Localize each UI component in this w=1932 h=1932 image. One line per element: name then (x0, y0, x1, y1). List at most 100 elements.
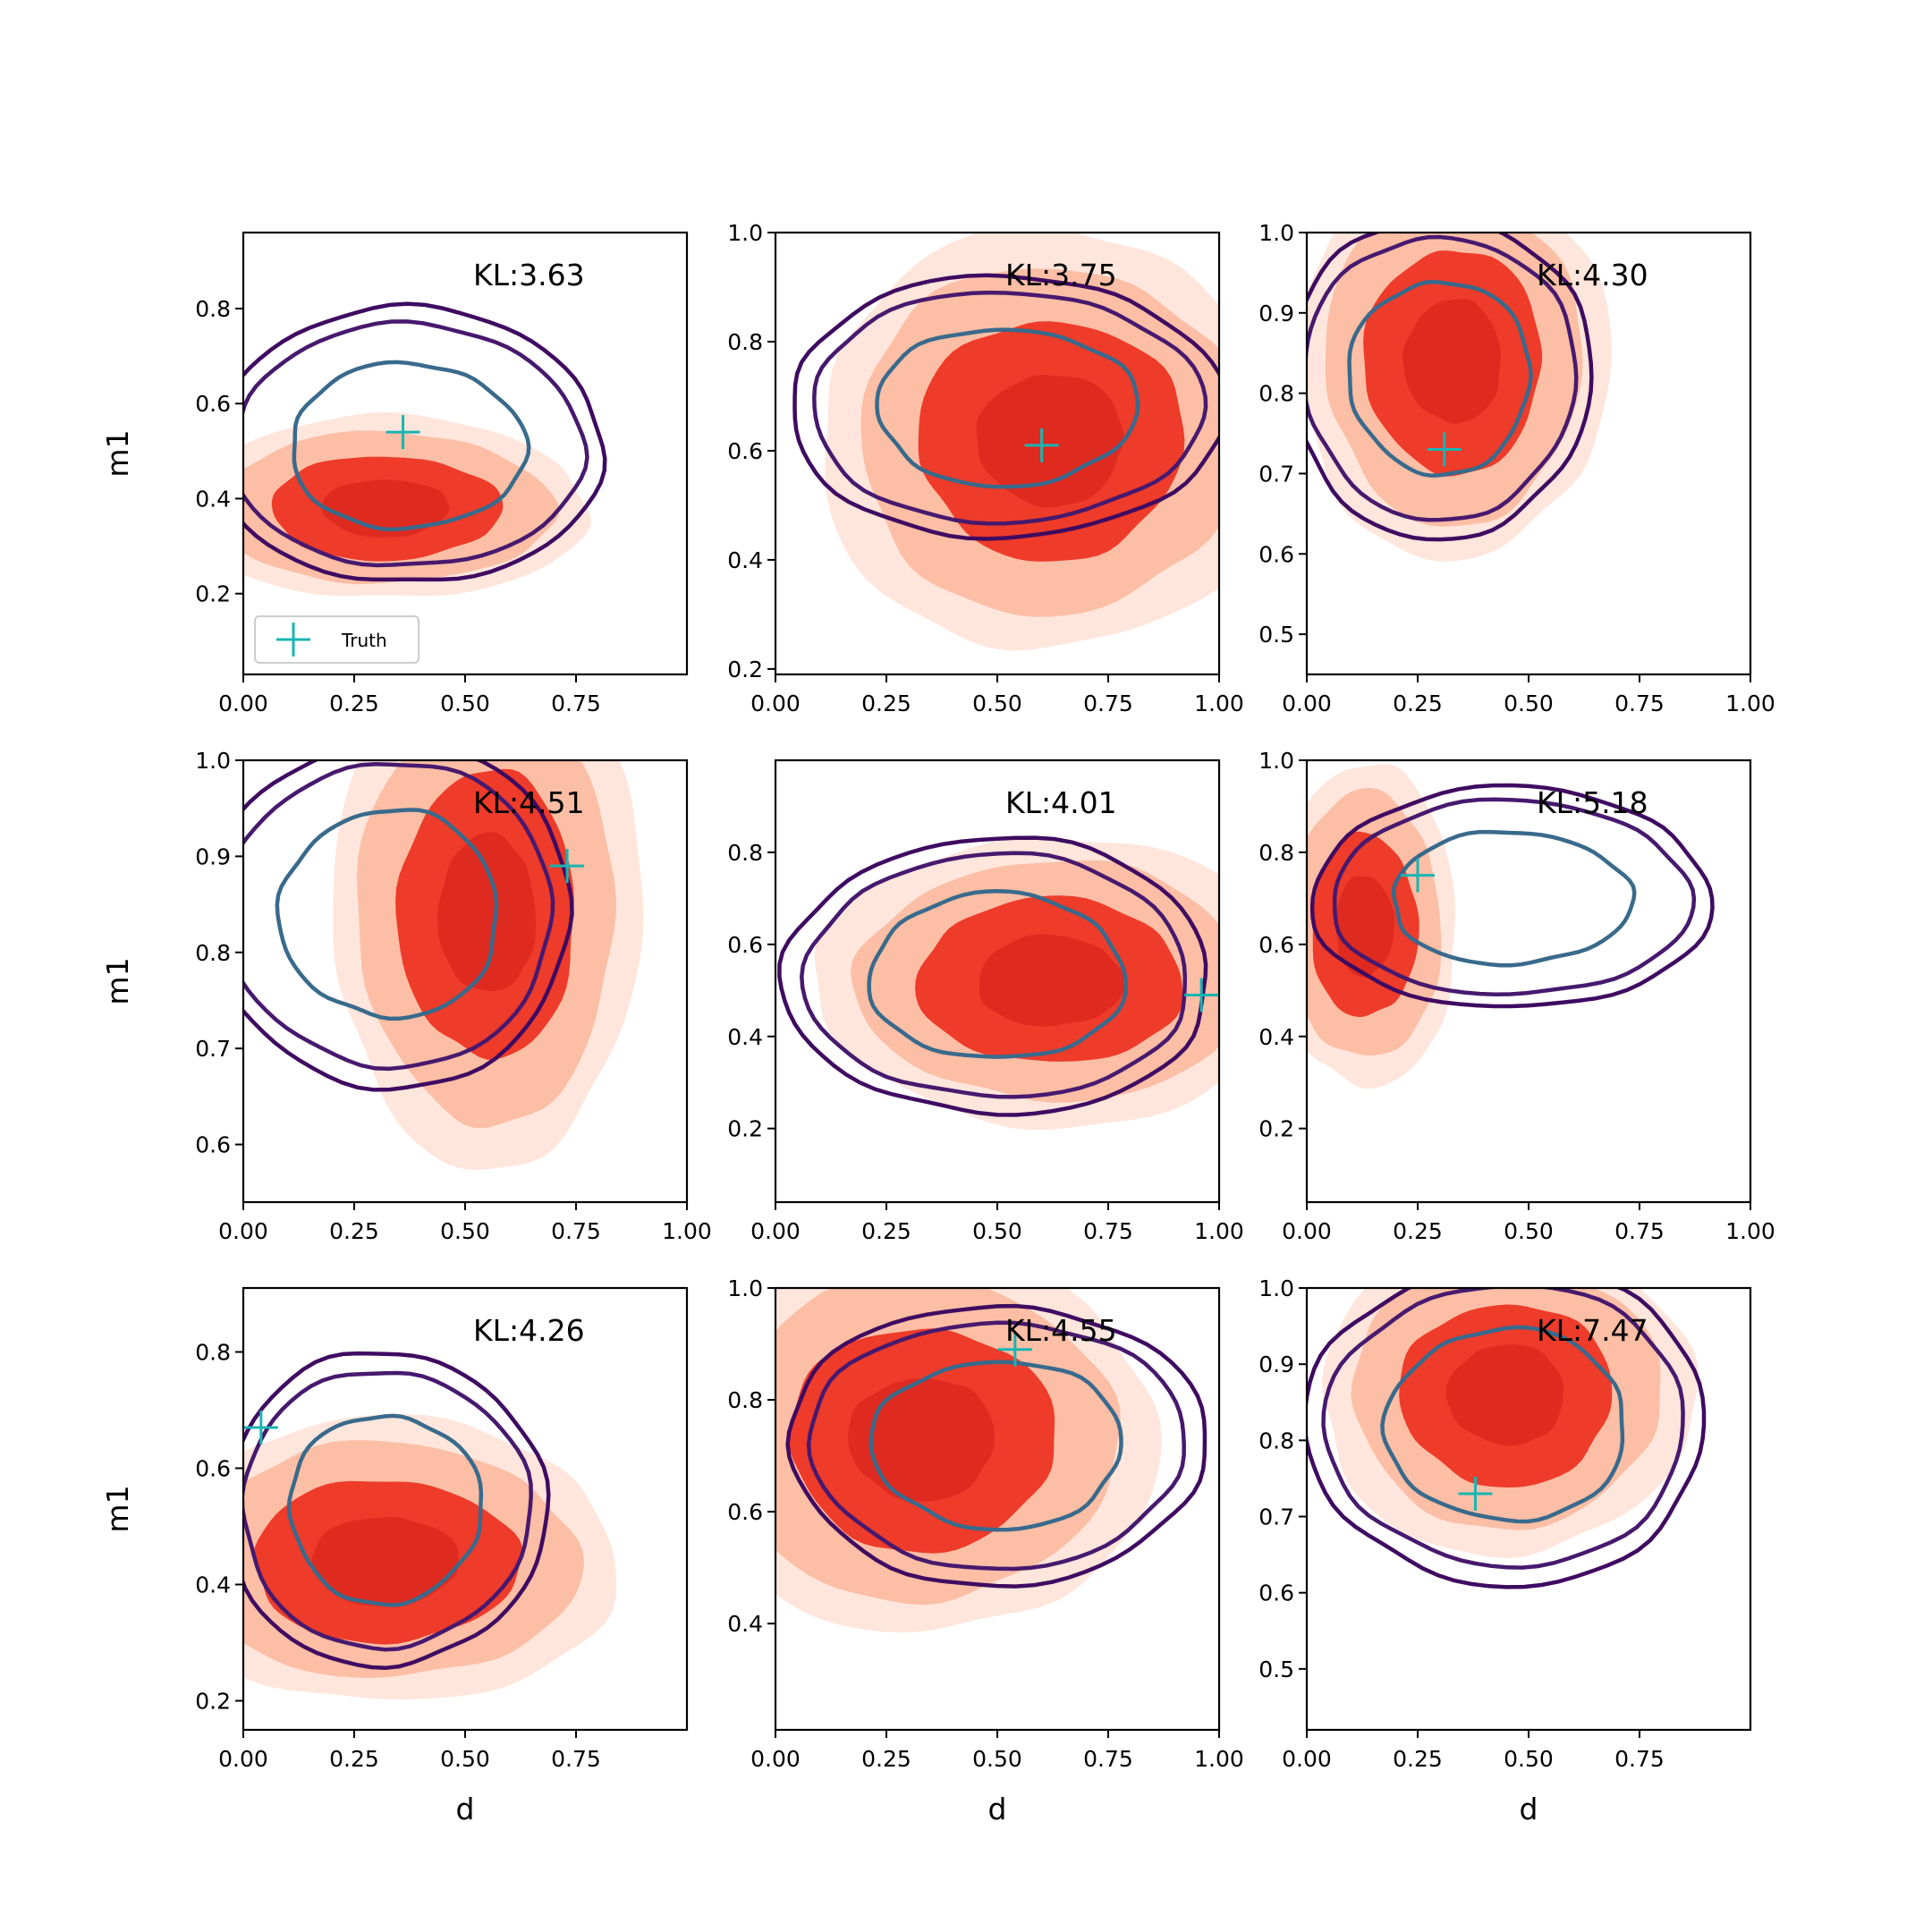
y-tick-label: 0.5 (1258, 622, 1294, 648)
density-fill-core (311, 1517, 459, 1607)
x-tick-label: 1.00 (1194, 1218, 1244, 1244)
y-tick-label: 1.0 (727, 1275, 763, 1301)
x-tick-label: 1.00 (662, 1218, 712, 1244)
x-tick-label: 0.50 (972, 1218, 1022, 1244)
x-tick-label: 0.00 (218, 1218, 268, 1244)
x-tick-label: 0.75 (1083, 1218, 1133, 1244)
x-tick-label: 0.25 (861, 1218, 911, 1244)
kl-divergence-label: KL:3.63 (473, 258, 585, 292)
kl-divergence-label: KL:4.01 (1005, 785, 1117, 820)
y-tick-label: 0.9 (1258, 301, 1294, 326)
truth-marker (997, 1332, 1032, 1367)
subplot-2: 0.00 0.25 0.50 0.75 1.00 0.2 0.4 0.6 0.8 1.0 KL:3.… (727, 220, 1244, 716)
reference-contour-outer (1307, 233, 1594, 542)
y-tick-label: 0.2 (195, 581, 231, 607)
x-tick-label: 0.75 (1083, 691, 1133, 716)
reference-contour-inner (286, 1413, 484, 1607)
y-axis-label: m1 (100, 1485, 135, 1532)
x-axis-label: d (1520, 1792, 1538, 1826)
truth-marker (1458, 1476, 1493, 1511)
reference-contour-outer (785, 1303, 1208, 1589)
y-axis-label: m1 (100, 957, 135, 1004)
y-tick-label: 1.0 (1258, 748, 1294, 774)
x-tick-label: 0.25 (1393, 691, 1443, 716)
truth-marker (386, 415, 420, 450)
reference-contour-middle (243, 1370, 533, 1652)
y-tick-label: 0.6 (727, 932, 763, 958)
x-tick-label: 0.25 (861, 691, 911, 716)
x-tick-label: 1.00 (1194, 1746, 1244, 1772)
x-tick-label: 1.00 (1725, 691, 1775, 716)
y-tick-label: 0.2 (1258, 1116, 1294, 1142)
truth-marker (1024, 428, 1059, 462)
y-tick-label: 1.0 (1258, 1275, 1294, 1301)
truth-marker (550, 849, 585, 884)
x-tick-label: 0.25 (861, 1746, 911, 1772)
y-tick-label: 0.8 (195, 940, 231, 966)
x-tick-label: 0.00 (1282, 1218, 1332, 1244)
density-fill-core (976, 375, 1124, 508)
truth-marker (1401, 858, 1435, 893)
y-tick-label: 1.0 (1258, 220, 1294, 246)
x-tick-label: 0.50 (1504, 1746, 1554, 1772)
x-tick-label: 0.25 (1393, 1746, 1443, 1772)
reference-contour-middle (1307, 234, 1579, 522)
subplot-4: 0.00 0.25 0.50 0.75 1.00 0.6 0.7 0.8 0.9 1.0 KL:4.… (100, 748, 712, 1244)
x-tick-label: 0.75 (551, 1218, 601, 1244)
y-tick-label: 0.8 (1258, 1428, 1294, 1453)
x-tick-label: 1.00 (1725, 1218, 1775, 1244)
reference-contour-inner (1380, 1325, 1625, 1524)
reference-contour-outer (1309, 783, 1715, 1009)
plot-area (1307, 1288, 1707, 1589)
y-tick-label: 0.8 (195, 296, 231, 322)
reference-contour-middle (800, 851, 1188, 1099)
plot-area (243, 301, 607, 597)
y-tick-label: 0.2 (727, 1116, 763, 1142)
y-tick-label: 0.8 (195, 1340, 231, 1366)
density-fill-core (1335, 876, 1395, 979)
legend-label: Truth (341, 630, 387, 651)
y-tick-label: 1.0 (195, 748, 231, 774)
density-fill-core (322, 479, 450, 538)
reference-contour-outer (792, 273, 1219, 541)
x-tick-label: 0.50 (972, 691, 1022, 716)
y-tick-label: 0.7 (1258, 461, 1294, 487)
x-tick-label: 0.50 (440, 691, 490, 716)
y-tick-label: 0.6 (195, 391, 231, 417)
y-axis-label: m1 (100, 429, 135, 477)
subplot-1: 0.00 0.25 0.50 0.75 0.2 0.4 0.6 0.8 KL:3.63 m1 Tru… (100, 231, 689, 716)
kl-divergence-label: KL:5.18 (1537, 785, 1648, 820)
reference-contour-outer (777, 835, 1208, 1117)
reference-contour-inner (292, 360, 531, 532)
x-tick-label: 0.00 (1282, 691, 1332, 716)
kl-divergence-label: KL:4.26 (473, 1313, 585, 1348)
plot-area (243, 760, 644, 1170)
truth-marker (1184, 978, 1219, 1013)
plot-area (792, 233, 1219, 651)
y-tick-label: 0.9 (1258, 1352, 1294, 1377)
reference-contour-middle (1321, 1288, 1685, 1570)
kl-divergence-label: KL:4.55 (1005, 1313, 1117, 1348)
x-tick-label: 1.00 (1194, 691, 1244, 716)
y-tick-label: 0.4 (727, 547, 763, 573)
density-fill-core (437, 832, 536, 991)
reference-contour-inner (1391, 829, 1637, 968)
x-tick-label: 0.75 (551, 691, 601, 716)
y-tick-label: 0.8 (727, 840, 763, 866)
y-tick-label: 0.4 (195, 1572, 231, 1598)
x-tick-label: 0.25 (1393, 1218, 1443, 1244)
x-tick-label: 0.75 (551, 1746, 601, 1772)
reference-contour-outer (1307, 1288, 1707, 1589)
x-tick-label: 0.75 (1614, 1746, 1665, 1772)
legend-box (254, 615, 419, 664)
x-tick-label: 0.75 (1614, 1218, 1665, 1244)
reference-contour-middle (1332, 797, 1697, 997)
reference-contour-middle (812, 290, 1208, 526)
y-tick-label: 0.6 (1258, 1580, 1294, 1606)
y-tick-label: 0.7 (195, 1036, 231, 1062)
y-tick-label: 0.6 (1258, 541, 1294, 567)
reference-contour-inner (275, 808, 499, 1021)
subplot-7: 0.00 0.25 0.50 0.75 0.2 0.4 0.6 0.8 KL:4.26 m1 d (100, 1286, 689, 1826)
x-tick-label: 0.50 (440, 1746, 490, 1772)
x-tick-label: 0.25 (329, 691, 379, 716)
